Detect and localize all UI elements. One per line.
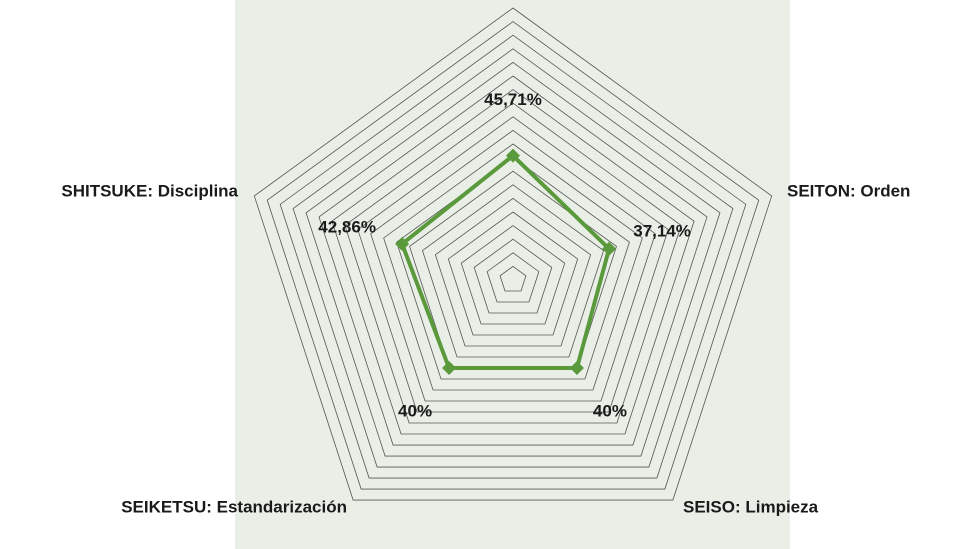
category-label: SHITSUKE: Disciplina (61, 181, 238, 200)
grid-ring (460, 225, 566, 325)
data-line (400, 153, 612, 371)
grid-ring (383, 143, 643, 391)
grid-ring (253, 7, 773, 501)
grid-ring (357, 116, 669, 413)
category-label: SEITON: Orden (787, 181, 910, 200)
grid-ring (499, 265, 527, 292)
grid-ring (370, 129, 656, 402)
data-marker (442, 361, 457, 376)
grid-ring (266, 21, 760, 490)
data-marker (395, 236, 410, 251)
grid-ring (396, 157, 630, 380)
value-label: 40% (398, 402, 432, 421)
data-marker (569, 361, 584, 376)
grid-ring (486, 252, 540, 303)
grid-ring (421, 184, 605, 358)
value-label: 45,71% (484, 90, 542, 109)
grid-ring (447, 211, 579, 336)
grid-ring (279, 34, 747, 479)
plot-background (235, 0, 790, 549)
category-label: SEIKETSU: Estandarización (121, 497, 347, 516)
grid-ring (473, 238, 553, 314)
data-marker (506, 148, 520, 163)
grid-ring (434, 197, 592, 347)
value-label: 37,14% (633, 221, 691, 240)
grid-ring (305, 61, 721, 457)
grid-ring (331, 89, 695, 435)
grid-ring (292, 48, 734, 468)
category-label: SEISO: Limpieza (683, 497, 819, 516)
grid-ring (344, 102, 682, 424)
value-label: 42,86% (318, 217, 376, 236)
data-marker (602, 241, 617, 256)
grid-ring (318, 75, 708, 446)
value-label: 40% (593, 402, 627, 421)
